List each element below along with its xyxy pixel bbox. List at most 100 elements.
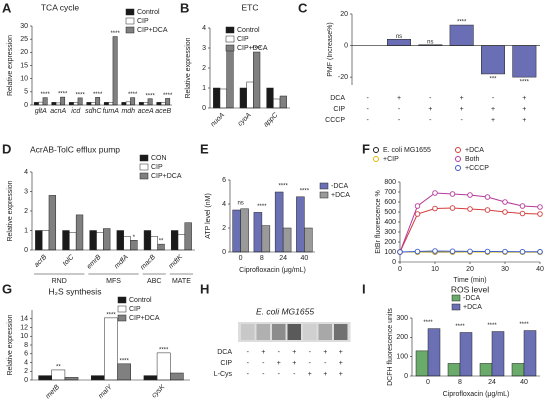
blot-well <box>303 324 317 340</box>
legend-swatch <box>117 314 127 322</box>
y-tick-label: 800 <box>384 179 396 186</box>
legend-label: CIP <box>129 306 141 313</box>
bar <box>459 332 473 377</box>
panel-label: H <box>200 281 209 296</box>
bar <box>125 101 131 106</box>
point <box>484 248 491 255</box>
significance: ns <box>237 200 243 206</box>
bar <box>213 87 221 109</box>
y-axis-label: Relative expression <box>7 180 14 241</box>
y-tick-label: 1 <box>202 85 206 92</box>
point <box>467 248 473 255</box>
significance: **** <box>58 92 68 98</box>
bar <box>103 102 109 106</box>
x-tick-label: nuoA <box>210 112 227 129</box>
x-tick-label: 0 <box>239 255 243 262</box>
bar <box>147 98 153 106</box>
point <box>537 204 543 210</box>
legend-label: +DCA <box>465 147 484 154</box>
x-tick-label: cyoA <box>237 112 253 128</box>
bar <box>90 102 96 106</box>
legend-label: Control <box>129 297 152 304</box>
bar <box>108 102 114 106</box>
condition-sign: + <box>491 106 495 113</box>
x-tick-label: 24 <box>488 379 496 386</box>
bar <box>143 102 149 106</box>
blot-well <box>272 324 286 340</box>
condition-sign: + <box>460 95 464 102</box>
significance: **** <box>519 322 529 328</box>
point <box>414 203 421 209</box>
x-tick-label: emrB <box>86 254 103 271</box>
bar <box>261 225 271 253</box>
x-tick-label: 8 <box>260 255 264 262</box>
panel-label: C <box>298 0 308 15</box>
x-tick-label: acrB <box>33 254 48 269</box>
bar <box>86 102 92 106</box>
bar <box>96 232 104 251</box>
legend-swatch <box>319 191 329 199</box>
significance: **** <box>252 47 262 53</box>
bar <box>273 98 281 109</box>
x-tick-label: mdtK <box>168 254 185 271</box>
x-axis-label: Time (min) <box>453 277 486 284</box>
bar <box>219 88 227 109</box>
y-tick-label: 700 <box>384 189 396 196</box>
y-tick-label: 300 <box>396 315 408 322</box>
condition-sign: - <box>366 95 369 102</box>
y-tick-label: 2 <box>24 208 28 215</box>
significance: ns <box>427 39 433 45</box>
legend-label: CIP <box>237 36 249 43</box>
bar <box>55 102 61 106</box>
bar <box>226 45 234 109</box>
condition-sign: + <box>323 371 327 378</box>
condition-sign: - <box>492 95 495 102</box>
condition-sign: + <box>339 360 343 367</box>
legend-marker <box>373 147 379 153</box>
bar <box>150 236 158 251</box>
bar <box>35 230 43 251</box>
significance: **** <box>110 31 120 37</box>
point <box>502 209 508 215</box>
bar <box>170 230 179 251</box>
point <box>502 199 508 205</box>
x-tick-label: 40 <box>520 379 528 386</box>
y-tick-label: 10 <box>20 76 28 83</box>
bar <box>523 330 537 377</box>
panel-label: A <box>2 0 12 15</box>
x-tick-label: sdhC <box>85 108 102 115</box>
legend-label: CIP+DCA <box>237 45 268 52</box>
blot-well <box>256 324 270 340</box>
y-tick-label: 5 <box>24 89 28 96</box>
y-tick-label: 8 <box>24 342 28 349</box>
point <box>432 248 438 254</box>
x-tick-label: 0 <box>398 266 402 273</box>
bar <box>143 230 152 251</box>
condition-sign: - <box>309 349 312 356</box>
condition-sign: - <box>247 360 250 367</box>
bar <box>48 195 57 251</box>
series-line <box>399 192 541 253</box>
condition-sign: + <box>308 371 312 378</box>
y-tick-label: 0 <box>404 373 408 380</box>
y-axis-label: Relative expression <box>185 37 192 98</box>
condition-sign: - <box>324 360 327 367</box>
bar <box>512 45 537 78</box>
bar <box>177 234 186 251</box>
y-tick-label: 6 <box>222 177 226 184</box>
condition-name: L-Cys <box>214 371 233 378</box>
bar <box>130 97 136 106</box>
y-tick-label: 200 <box>384 239 396 246</box>
bar <box>279 95 287 109</box>
x-tick-label: appC <box>263 111 280 128</box>
condition-sign: - <box>278 349 281 356</box>
condition-sign: + <box>522 95 526 102</box>
point <box>432 205 438 212</box>
condition-sign: + <box>277 360 281 367</box>
legend-marker <box>455 147 461 153</box>
bar <box>64 377 79 381</box>
condition-sign: + <box>292 349 296 356</box>
bar <box>62 230 70 251</box>
panel-label: I <box>362 281 366 296</box>
point <box>519 210 526 217</box>
